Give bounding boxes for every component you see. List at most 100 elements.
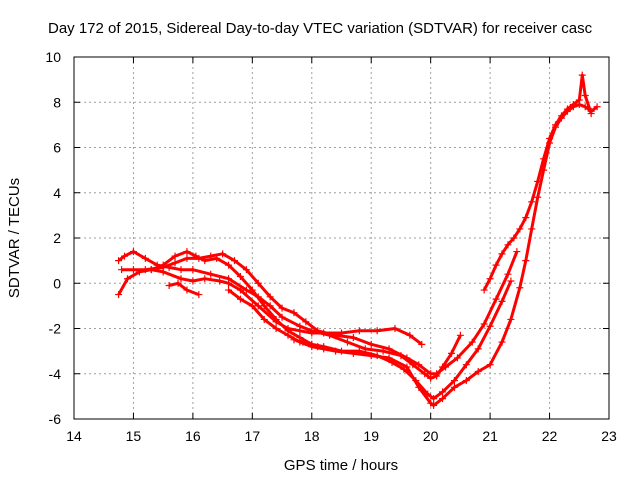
data-point (391, 325, 399, 332)
data-point (183, 254, 191, 262)
data-point (447, 349, 455, 357)
data-point (225, 286, 233, 294)
series-track-7 (290, 336, 322, 351)
data-point (231, 257, 238, 265)
data-point (189, 266, 197, 274)
data-point (165, 282, 173, 290)
data-point (474, 367, 482, 375)
data-point (201, 257, 209, 265)
data-point (284, 331, 292, 339)
data-point (254, 279, 262, 287)
data-point (332, 331, 340, 339)
y-axis-label: SDTVAR / TECUs (6, 178, 23, 298)
data-point (290, 309, 298, 317)
data-point (367, 352, 375, 360)
data-point (522, 214, 530, 222)
data-point (320, 345, 328, 353)
data-point (141, 266, 149, 274)
axes-ticks: 14 15 16 17 18 19 20 21 22 23 -6 -4 -2 0 2 4 6 8 10 (45, 49, 617, 444)
data-point (115, 257, 123, 265)
data-point (118, 266, 126, 274)
data-point (141, 254, 149, 262)
data-point (534, 177, 542, 185)
x-tick-label: 22 (542, 428, 558, 444)
data-point (367, 340, 375, 348)
data-point (462, 377, 470, 385)
data-point (540, 155, 548, 163)
data-point (453, 354, 461, 362)
data-point (373, 327, 381, 335)
data-point (510, 234, 518, 242)
data-point (516, 284, 524, 292)
data-point (177, 266, 185, 274)
data-point (124, 275, 131, 283)
data-point (213, 254, 221, 262)
data-point (504, 270, 512, 278)
data-point (498, 297, 506, 305)
data-point (522, 257, 530, 265)
data-point (266, 293, 274, 301)
data-point (189, 277, 197, 285)
data-point (552, 121, 559, 129)
series-track-3 (118, 248, 521, 378)
data-point (296, 322, 304, 330)
data-point (159, 261, 167, 269)
series-trace (482, 73, 593, 291)
data-point (129, 266, 137, 274)
y-tick-label: -2 (49, 321, 62, 337)
x-tick-label: 14 (66, 428, 82, 444)
data-point (427, 370, 435, 378)
data-point (486, 275, 494, 283)
x-tick-label: 21 (482, 428, 498, 444)
data-point (225, 275, 233, 283)
data-point (349, 334, 357, 342)
data-point (174, 279, 182, 287)
data-point (225, 261, 233, 269)
y-tick-label: 2 (53, 230, 61, 246)
y-tick-label: 4 (53, 185, 61, 201)
data-point (308, 340, 316, 348)
y-tick-label: 10 (45, 49, 61, 65)
data-point (236, 272, 244, 280)
data-point (248, 302, 256, 310)
data-point (343, 338, 351, 346)
data-point (498, 338, 506, 346)
data-point (575, 96, 583, 104)
data-point (492, 261, 500, 269)
x-tick-label: 19 (363, 428, 379, 444)
data-point (183, 286, 191, 294)
data-point (314, 343, 322, 351)
data-point (242, 286, 250, 294)
y-tick-label: 8 (53, 94, 61, 110)
data-point (219, 250, 227, 258)
series-track-8 (165, 279, 203, 299)
data-point (349, 349, 357, 357)
data-point (504, 241, 512, 249)
data-point (248, 286, 256, 294)
y-tick-label: -6 (49, 411, 62, 427)
data-point (439, 388, 447, 396)
data-point (171, 252, 179, 260)
data-point (442, 363, 450, 371)
data-point (242, 266, 250, 274)
data-point (415, 383, 423, 391)
data-point (450, 383, 458, 391)
data-point (236, 295, 244, 303)
data-point (593, 103, 601, 111)
data-point (480, 320, 488, 328)
data-point (254, 302, 262, 310)
series-trace (168, 281, 200, 296)
data-point (260, 302, 268, 310)
y-tick-label: -4 (49, 366, 62, 382)
chart-title: Day 172 of 2015, Sidereal Day-to-day VTE… (48, 20, 593, 37)
data-point (439, 395, 447, 403)
data-point (272, 315, 280, 323)
data-point (528, 225, 536, 233)
data-point (171, 259, 179, 267)
data-point (480, 286, 488, 294)
data-point (385, 354, 393, 362)
data-point (216, 277, 224, 285)
data-point (528, 198, 536, 206)
data-point (201, 275, 209, 283)
